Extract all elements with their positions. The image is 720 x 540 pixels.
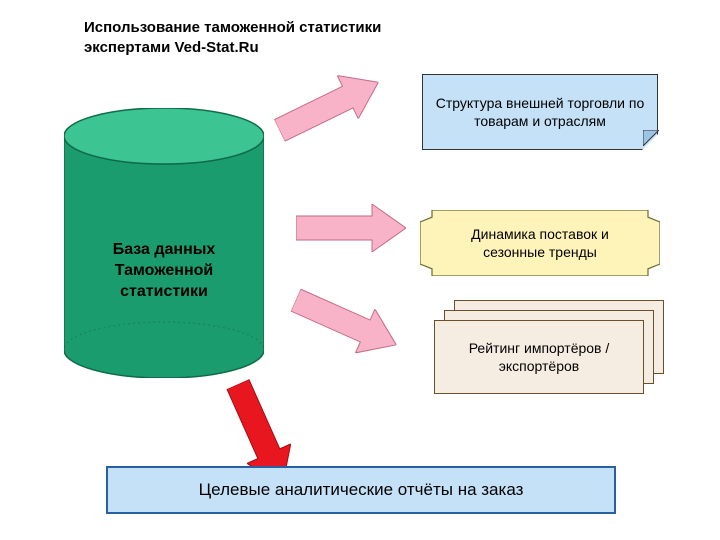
box-text: Структура внешней торговли по товарам и … <box>431 94 649 130</box>
arrow-0 <box>279 82 399 173</box>
arrow-1 <box>296 228 406 276</box>
box-text: Динамика поставок и сезонные тренды <box>428 225 652 261</box>
cylinder-label: База данных Таможенной статистики <box>74 240 254 302</box>
box-ticket-1: Динамика поставок и сезонные тренды <box>420 210 660 276</box>
bottom-report-text: Целевые аналитические отчёты на заказ <box>199 479 524 501</box>
box-paper-0: Структура внешней торговли по товарам и … <box>422 74 658 150</box>
arrow-2 <box>276 300 396 389</box>
diagram-title: Использование таможенной статистики эксп… <box>84 18 444 57</box>
bottom-report-box: Целевые аналитические отчёты на заказ <box>106 466 616 514</box>
box-stack-front-2: Рейтинг импортёров / экспортёров <box>434 320 644 394</box>
box-text: Рейтинг импортёров / экспортёров <box>443 339 635 375</box>
